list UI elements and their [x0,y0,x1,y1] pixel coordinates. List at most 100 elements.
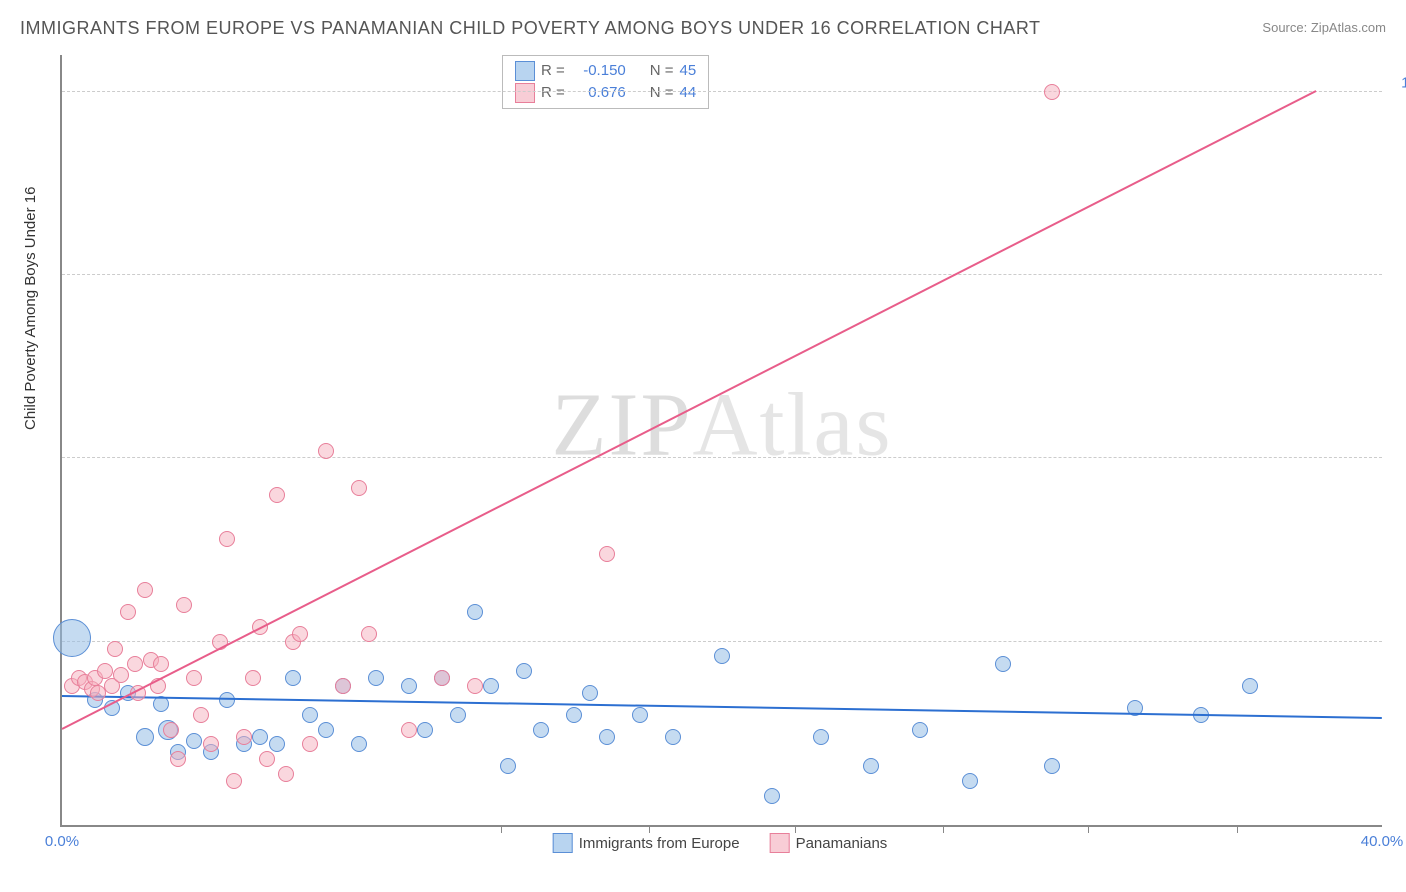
data-point-europe [401,678,417,694]
trend-line-panamanians [62,90,1317,730]
data-point-panamanians [1044,84,1060,100]
legend-label: Immigrants from Europe [579,835,740,852]
data-point-panamanians [153,656,169,672]
data-point-panamanians [226,773,242,789]
data-point-panamanians [401,722,417,738]
data-point-europe [285,670,301,686]
legend-swatch [770,833,790,853]
data-point-panamanians [269,487,285,503]
data-point-europe [368,670,384,686]
data-point-europe [813,729,829,745]
source-attribution: Source: ZipAtlas.com [1262,20,1386,35]
source-label: Source: [1262,20,1307,35]
data-point-europe [302,707,318,723]
data-point-europe [995,656,1011,672]
watermark-suffix: Atlas [693,375,893,474]
legend-r-value: -0.150 [571,60,626,82]
legend-n-label: N = [650,82,674,104]
data-point-panamanians [97,663,113,679]
data-point-panamanians [219,531,235,547]
y-tick-label: 75.0% [1392,258,1406,275]
data-point-europe [450,707,466,723]
data-point-europe [186,733,202,749]
data-point-panamanians [318,443,334,459]
legend-label: Panamanians [796,835,888,852]
data-point-panamanians [236,729,252,745]
x-tick [943,825,944,833]
data-point-panamanians [193,707,209,723]
y-tick-label: 100.0% [1392,74,1406,91]
data-point-europe [665,729,681,745]
legend-r-label: R = [541,60,565,82]
x-tick [501,825,502,833]
correlation-legend: R = -0.150 N = 45R = 0.676 N = 44 [502,55,709,109]
data-point-europe [962,773,978,789]
data-point-europe [483,678,499,694]
data-point-europe [632,707,648,723]
data-point-europe [467,604,483,620]
legend-n-value: 45 [680,60,697,82]
data-point-panamanians [259,751,275,767]
data-point-panamanians [467,678,483,694]
x-tick-label: 40.0% [1361,833,1404,850]
series-legend: Immigrants from Europe Panamanians [553,833,888,853]
data-point-panamanians [137,582,153,598]
y-tick-label: 25.0% [1392,624,1406,641]
legend-swatch [553,833,573,853]
y-axis-label: Child Poverty Among Boys Under 16 [22,187,39,430]
data-point-panamanians [599,546,615,562]
data-point-europe [582,685,598,701]
data-point-panamanians [113,667,129,683]
data-point-europe [566,707,582,723]
data-point-europe [533,722,549,738]
data-point-panamanians [203,736,219,752]
x-tick [1237,825,1238,833]
legend-row: R = -0.150 N = 45 [515,60,696,82]
data-point-europe [714,648,730,664]
data-point-panamanians [127,656,143,672]
y-tick-label: 50.0% [1392,441,1406,458]
gridline-horizontal [62,274,1382,275]
data-point-europe [599,729,615,745]
data-point-europe [318,722,334,738]
data-point-panamanians [120,604,136,620]
data-point-europe [516,663,532,679]
watermark: ZIPAtlas [552,373,893,476]
x-tick-label: 0.0% [45,833,79,850]
legend-n-value: 44 [680,82,697,104]
data-point-panamanians [361,626,377,642]
gridline-horizontal [62,91,1382,92]
chart-area: ZIPAtlas R =-0.150N =45R =0.676N =44 25.… [60,55,1380,825]
data-point-europe [912,722,928,738]
data-point-panamanians [107,641,123,657]
legend-r-value: 0.676 [571,82,626,104]
data-point-panamanians [292,626,308,642]
x-tick [1088,825,1089,833]
gridline-horizontal [62,457,1382,458]
data-point-panamanians [245,670,261,686]
data-point-europe [136,728,154,746]
x-tick [795,825,796,833]
data-point-panamanians [434,670,450,686]
legend-swatch [515,61,535,81]
data-point-panamanians [186,670,202,686]
data-point-europe [1044,758,1060,774]
data-point-panamanians [176,597,192,613]
source-value: ZipAtlas.com [1311,20,1386,35]
data-point-europe [500,758,516,774]
data-point-europe [863,758,879,774]
legend-item: Panamanians [770,833,888,853]
data-point-europe [269,736,285,752]
watermark-prefix: ZIP [552,375,693,474]
legend-n-label: N = [650,60,674,82]
data-point-panamanians [351,480,367,496]
trend-line-europe [62,695,1382,719]
plot-region: ZIPAtlas R =-0.150N =45R =0.676N =44 25.… [60,55,1382,827]
data-point-europe [53,619,91,657]
chart-title: IMMIGRANTS FROM EUROPE VS PANAMANIAN CHI… [20,18,1041,39]
gridline-horizontal [62,641,1382,642]
data-point-panamanians [278,766,294,782]
legend-item: Immigrants from Europe [553,833,740,853]
data-point-europe [351,736,367,752]
data-point-europe [764,788,780,804]
